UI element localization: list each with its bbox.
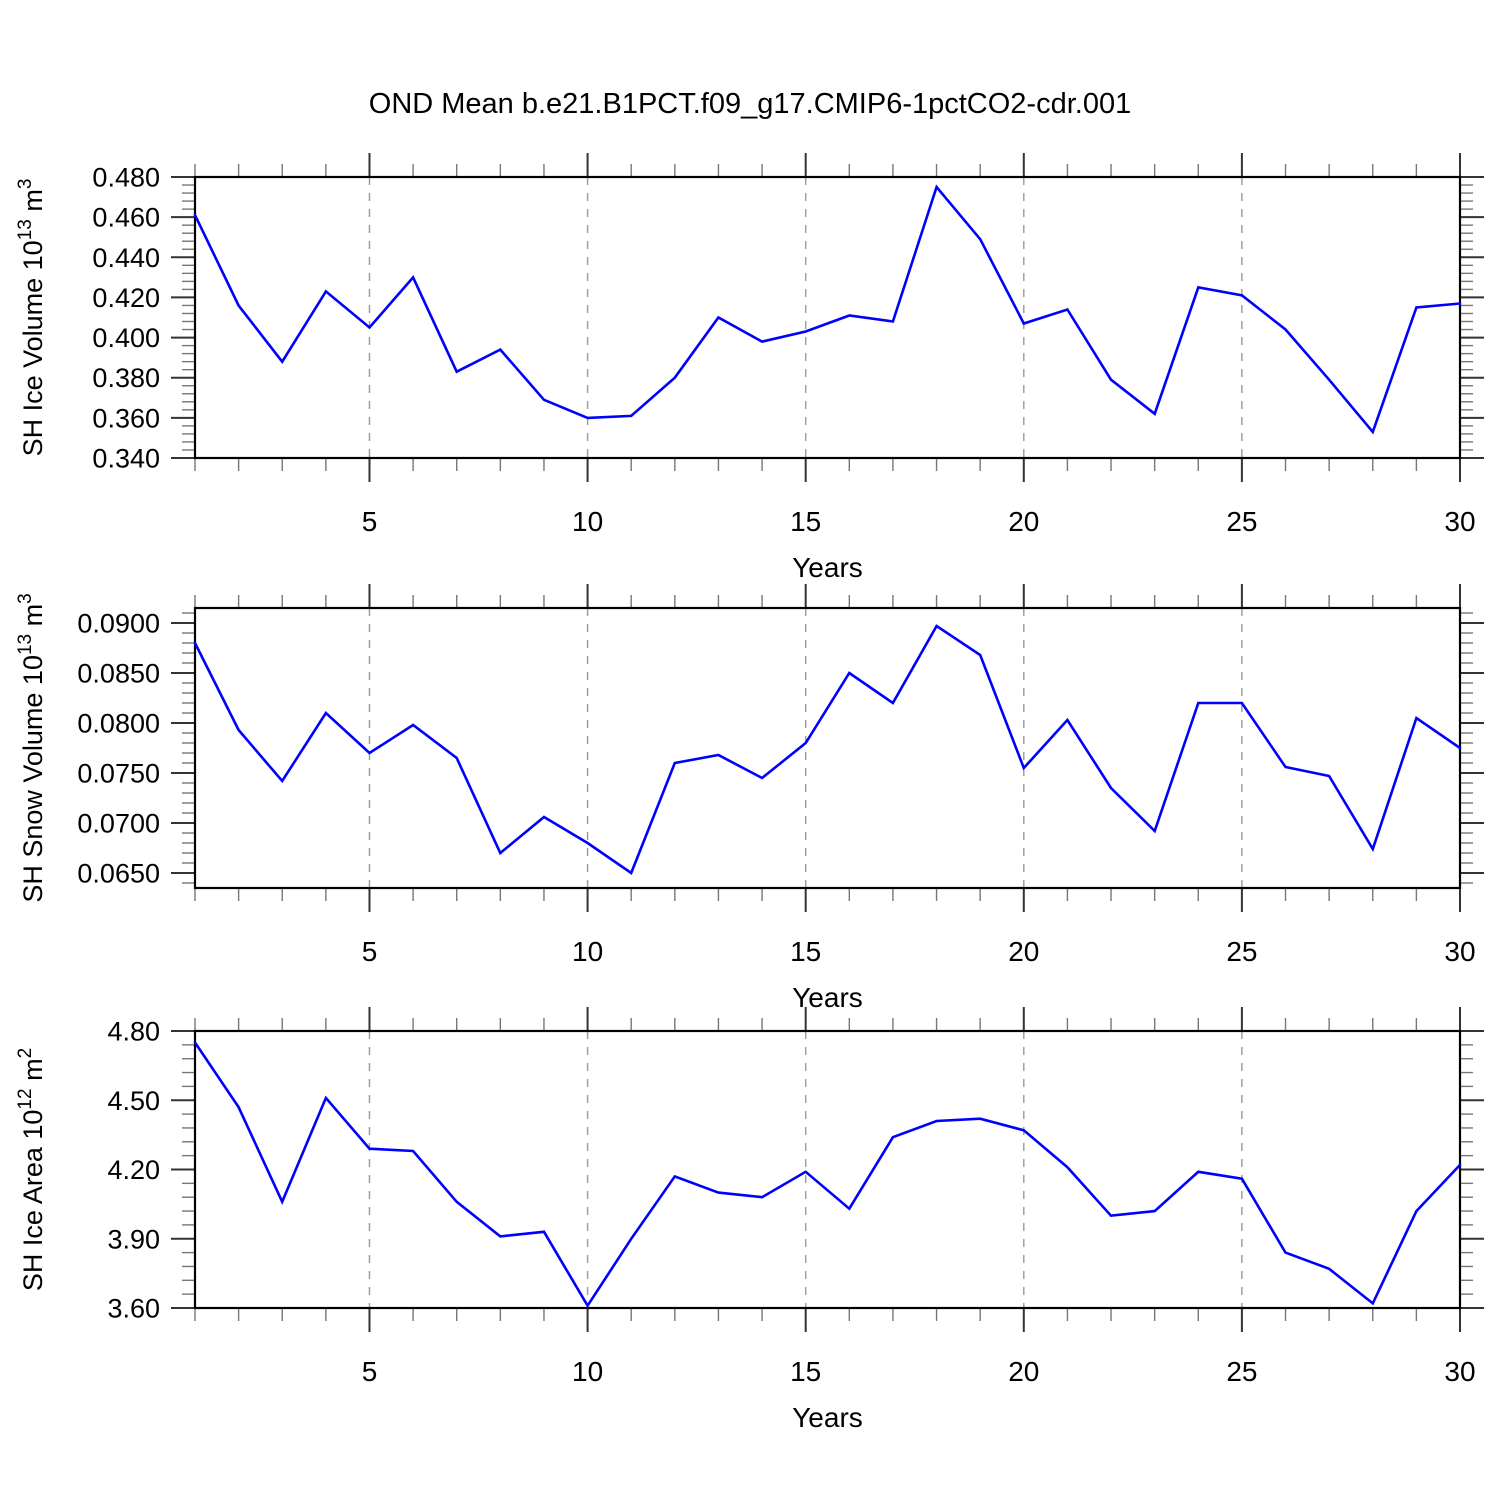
y-tick-label: 0.440 xyxy=(92,243,160,273)
chart-sh-snow-volume: 0.0650 0.0700 0.0750 0.0800 0.0850 0.0900 5 10 1… xyxy=(15,584,1484,1013)
x-tick-label: 30 xyxy=(1444,936,1475,967)
x-tick-label: 25 xyxy=(1226,936,1257,967)
y-tick-label: 0.0900 xyxy=(77,609,160,639)
x-axis-label: Years xyxy=(792,552,863,583)
y-tick-label: 0.0850 xyxy=(77,659,160,689)
y-tick-label: 0.340 xyxy=(92,444,160,474)
x-axis-label: Years xyxy=(792,1402,863,1433)
series-line xyxy=(193,624,1462,875)
y-axis-label: SH Snow Volume 1013 m3 xyxy=(15,593,48,902)
series-line xyxy=(193,184,1462,435)
x-tick-label: 5 xyxy=(362,506,378,537)
y-tick-label: 4.50 xyxy=(107,1086,160,1116)
x-tick-label: 5 xyxy=(362,936,378,967)
series-line xyxy=(193,1041,1462,1309)
x-tick-label: 20 xyxy=(1008,506,1039,537)
y-tick-label: 3.60 xyxy=(107,1294,160,1324)
y-tick-label: 3.90 xyxy=(107,1224,160,1254)
y-axis-label: SH Ice Area 1012 m2 xyxy=(15,1048,48,1291)
plot-border xyxy=(193,606,1462,890)
x-tick-label: 20 xyxy=(1008,936,1039,967)
x-axis-label: Years xyxy=(792,982,863,1013)
y-axis-label: SH Ice Volume 1013 m3 xyxy=(15,179,48,457)
y-tick-label: 0.380 xyxy=(92,363,160,393)
y-tick-label: 0.0800 xyxy=(77,709,160,739)
y-tick-label: 0.360 xyxy=(92,403,160,433)
y-tick-label: 0.0650 xyxy=(77,859,160,889)
y-tick-label: 0.420 xyxy=(92,283,160,313)
x-tick-label: 30 xyxy=(1444,506,1475,537)
chart-sh-ice-area: 3.60 3.90 4.20 4.50 4.80 5 10 15 20 25 30 Years SH I… xyxy=(15,1007,1484,1433)
figure-title: OND Mean b.e21.B1PCT.f09_g17.CMIP6-1pctC… xyxy=(368,88,1132,120)
x-tick-label: 15 xyxy=(790,1356,821,1387)
plot-border xyxy=(193,1029,1462,1310)
x-tick-label: 10 xyxy=(572,1356,603,1387)
y-tick-label: 0.460 xyxy=(92,203,160,233)
y-tick-label: 4.80 xyxy=(107,1017,160,1047)
x-tick-label: 5 xyxy=(362,1356,378,1387)
y-tick-label: 4.20 xyxy=(107,1155,160,1185)
plot-border xyxy=(193,175,1462,460)
x-tick-label: 30 xyxy=(1444,1356,1475,1387)
x-tick-label: 10 xyxy=(572,936,603,967)
x-tick-label: 15 xyxy=(790,506,821,537)
x-tick-label: 20 xyxy=(1008,1356,1039,1387)
x-tick-label: 25 xyxy=(1226,506,1257,537)
y-tick-label: 0.0700 xyxy=(77,809,160,839)
x-tick-label: 15 xyxy=(790,936,821,967)
y-tick-label: 0.400 xyxy=(92,323,160,353)
y-tick-label: 0.480 xyxy=(92,163,160,193)
y-tick-label: 0.0750 xyxy=(77,759,160,789)
x-tick-label: 25 xyxy=(1226,1356,1257,1387)
chart-sh-ice-volume: 0.340 0.360 0.380 0.400 0.420 0.440 0.460 0.480… xyxy=(15,153,1484,583)
x-tick-label: 10 xyxy=(572,506,603,537)
